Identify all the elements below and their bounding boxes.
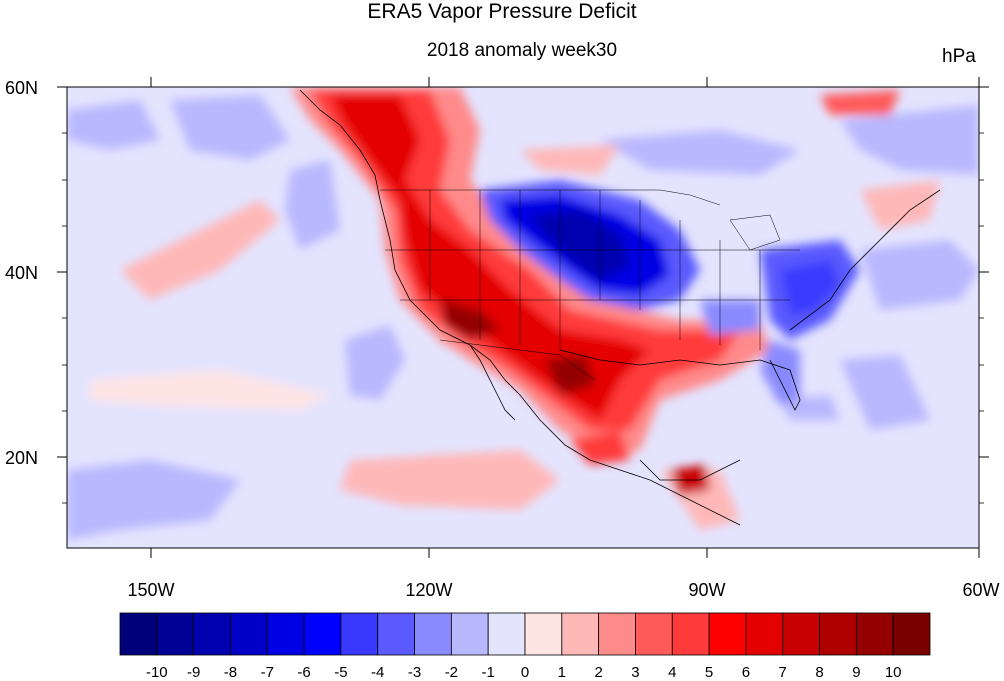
- colorbar-swatch: [782, 612, 820, 656]
- colorbar-label: 5: [705, 664, 713, 681]
- x-tick-label: 60W: [962, 580, 999, 600]
- colorbar-swatch: [340, 612, 379, 656]
- colorbar-labels: -10 -9 -8 -7 -6 -5 -4 -3 -2 -1 0 1 2 3 4 5 6 7 8 9 10: [146, 664, 902, 681]
- colorbar-swatch: [156, 612, 195, 656]
- colorbar-label: -6: [297, 664, 310, 681]
- colorbar-swatch: [377, 612, 415, 656]
- coastlines: [299, 89, 941, 526]
- colorbar-swatch: [708, 612, 747, 656]
- colorbar-label: -7: [261, 664, 274, 681]
- colorbar-label: -5: [334, 664, 347, 681]
- chart-title: ERA5 Vapor Pressure Deficit: [367, 0, 637, 23]
- colorbar-swatch: [230, 612, 268, 656]
- colorbar-swatch: [193, 612, 231, 656]
- colorbar-label: 10: [885, 664, 902, 681]
- colorbar-swatch: [450, 612, 489, 656]
- colorbar-label: 4: [668, 664, 676, 681]
- colorbar-swatch: [819, 612, 857, 656]
- colorbar-label: -2: [445, 664, 458, 681]
- colorbar-label: -8: [224, 664, 237, 681]
- political-borders: [380, 189, 800, 381]
- colorbar-swatch: [414, 612, 452, 656]
- colorbar-label: -1: [482, 664, 495, 681]
- x-tick-label: 120W: [405, 580, 452, 600]
- colorbar-swatch: [855, 612, 894, 656]
- units-label: hPa: [942, 46, 976, 67]
- axis-ticks: [57, 77, 989, 558]
- chart-subtitle: 2018 anomaly week30: [426, 40, 618, 61]
- colorbar-label: 9: [852, 664, 860, 681]
- x-tick-label: 150W: [127, 580, 174, 600]
- colorbar-swatch: [635, 612, 673, 656]
- colorbar-label: 6: [742, 664, 750, 681]
- colorbar-swatch: [119, 612, 158, 656]
- colorbar-swatch: [745, 612, 784, 656]
- colorbar-swatch: [598, 612, 636, 656]
- colorbar-label: 8: [815, 664, 823, 681]
- y-tick-label: 20N: [5, 448, 38, 468]
- colorbar-label: 3: [631, 664, 639, 681]
- colorbar-label: 7: [779, 664, 787, 681]
- colorbar-label: 2: [594, 664, 602, 681]
- anomaly-field: [67, 87, 979, 540]
- colorbar: [119, 612, 931, 656]
- colorbar-swatch: [671, 612, 710, 656]
- y-tick-label: 40N: [5, 263, 38, 283]
- colorbar-swatch: [266, 612, 305, 656]
- colorbar-label: -3: [408, 664, 421, 681]
- map-area: [67, 87, 979, 548]
- axis-minor-ticks: [62, 132, 984, 504]
- colorbar-swatch: [524, 612, 563, 656]
- colorbar-label: -10: [146, 664, 168, 681]
- colorbar-label: 1: [558, 664, 566, 681]
- plot-frame: [66, 86, 980, 549]
- colorbar-swatch: [303, 612, 342, 656]
- x-tick-label: 90W: [688, 580, 725, 600]
- colorbar-swatch: [487, 612, 526, 656]
- colorbar-label: -9: [187, 664, 200, 681]
- colorbar-label: 0: [521, 664, 529, 681]
- y-tick-label: 60N: [5, 78, 38, 98]
- colorbar-swatch: [892, 612, 931, 656]
- colorbar-swatch: [561, 612, 600, 656]
- colorbar-label: -4: [371, 664, 384, 681]
